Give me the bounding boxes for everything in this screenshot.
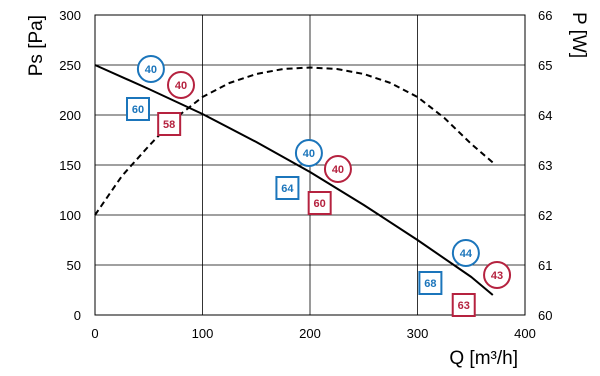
y2-tick-label: 65 <box>538 58 552 73</box>
marker-square <box>275 176 300 200</box>
annotation-markers: 40 40 60 58 40 40 64 60 44 43 68 63 <box>126 55 512 317</box>
y2-tick-label: 63 <box>538 158 552 173</box>
marker-square <box>418 271 443 295</box>
marker-circle <box>451 239 480 267</box>
circle-marker: 40 <box>323 155 352 183</box>
x-tick-label: 100 <box>192 326 214 341</box>
y-tick-label: 250 <box>59 58 81 73</box>
square-marker: 64 <box>275 176 300 200</box>
marker-label: 60 <box>132 104 144 116</box>
marker-square <box>126 97 150 121</box>
circle-marker: 40 <box>167 71 195 99</box>
y2-tick-label: 60 <box>538 308 552 323</box>
x-tick-label: 400 <box>514 326 536 341</box>
y2-tick-label: 61 <box>538 258 552 273</box>
circle-marker: 43 <box>483 261 512 289</box>
x-axis-title: Q [m³/h] <box>449 348 518 369</box>
square-marker: 60 <box>126 97 150 121</box>
plot-frame <box>94 14 526 316</box>
square-marker: 68 <box>418 271 443 295</box>
marker-circle <box>167 71 195 99</box>
marker-square <box>307 191 332 215</box>
y2-axis-title: P [W] <box>568 12 589 58</box>
y-tick-label: 200 <box>59 108 81 123</box>
circle-marker: 44 <box>451 239 480 267</box>
marker-label: 58 <box>163 119 175 131</box>
marker-label: 40 <box>175 80 187 92</box>
y-tick-label: 0 <box>74 308 81 323</box>
x-tick-label: 0 <box>91 326 98 341</box>
curves <box>94 64 494 296</box>
y2-tick-label: 62 <box>538 208 552 223</box>
y2-tick-label: 64 <box>538 108 552 123</box>
square-marker: 63 <box>451 293 476 317</box>
y-axis-title: Ps [Pa] <box>26 15 47 76</box>
tick-labels: 0 100 200 300 400 0 50 100 150 200 250 300 60 61 62 63 6… <box>59 8 552 341</box>
marker-circle <box>136 55 165 83</box>
square-marker: 60 <box>307 191 332 215</box>
marker-label: 43 <box>491 270 503 282</box>
marker-label: 40 <box>303 148 315 160</box>
marker-circle <box>323 155 352 183</box>
y-tick-label: 100 <box>59 208 81 223</box>
marker-square <box>451 293 476 317</box>
y2-tick-label: 66 <box>538 8 552 23</box>
marker-square <box>157 112 182 136</box>
marker-label: 44 <box>460 248 473 260</box>
circle-marker: 40 <box>294 139 323 167</box>
marker-label: 63 <box>458 300 470 312</box>
x-tick-label: 300 <box>407 326 429 341</box>
marker-circle <box>294 139 323 167</box>
y-tick-label: 150 <box>59 158 81 173</box>
y-tick-label: 300 <box>59 8 81 23</box>
marker-label: 60 <box>314 198 326 210</box>
marker-label: 68 <box>424 278 436 290</box>
marker-label: 64 <box>281 183 294 195</box>
x-tick-label: 200 <box>299 326 321 341</box>
marker-circle <box>483 261 512 289</box>
y-tick-label: 50 <box>67 258 81 273</box>
marker-label: 40 <box>332 164 344 176</box>
circle-marker: 40 <box>136 55 165 83</box>
power-curve <box>94 66 494 216</box>
square-marker: 58 <box>157 112 182 136</box>
grid <box>94 14 526 316</box>
marker-label: 40 <box>145 64 157 76</box>
pressure-curve <box>94 64 494 296</box>
